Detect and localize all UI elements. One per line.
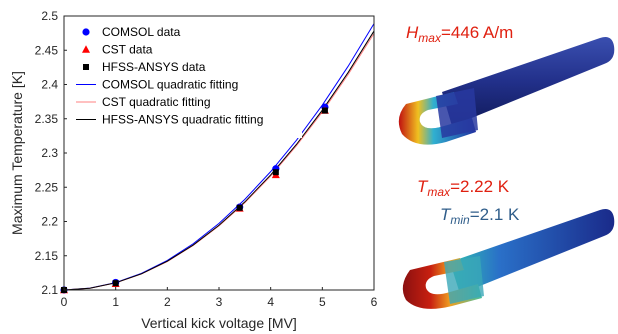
- tube-shape: [450, 209, 615, 294]
- y-tick-label: 2.1: [41, 283, 58, 297]
- tmin-value: =2.1 K: [470, 205, 520, 224]
- x-tick-label: 1: [112, 295, 119, 309]
- data-point: [272, 169, 279, 176]
- legend-entry: COMSOL data: [102, 25, 181, 39]
- legend-box: [70, 20, 302, 138]
- x-tick-label: 5: [319, 295, 326, 309]
- y-tick-label: 2.4: [41, 78, 58, 92]
- temperature-chart: 0 1 2 3 4 5 6 2.1 2.15 2.2 2.25 2.3 2.35 2.4 2.45 2.5 C…: [9, 9, 378, 331]
- y-tick-label: 2.3: [41, 146, 58, 160]
- hmax-symbol: H: [406, 23, 419, 42]
- axis-ticks: 0 1 2 3 4 5 6 2.1 2.15 2.2 2.25 2.3 2.35 2.4 2.45 2.5: [35, 9, 378, 309]
- y-tick-label: 2.35: [35, 112, 59, 126]
- hmax-sub: max: [418, 31, 442, 45]
- legend-entry: COMSOL quadratic fitting: [102, 78, 238, 92]
- legend-swatch: [82, 28, 90, 36]
- tmax-value: =2.22 K: [450, 177, 510, 196]
- x-tick-label: 6: [371, 295, 378, 309]
- x-tick-label: 2: [164, 295, 171, 309]
- legend: COMSOL data CST data HFSS-ANSYS data COMSOL…: [70, 20, 302, 138]
- legend-swatch: [83, 64, 89, 70]
- tmax-symbol: T: [417, 177, 429, 196]
- tube-joint: [436, 88, 478, 138]
- y-tick-label: 2.45: [35, 43, 59, 57]
- legend-entry: HFSS-ANSYS data: [102, 60, 206, 74]
- y-axis-label: Maximum Temperature [K]: [9, 71, 25, 235]
- x-tick-label: 3: [216, 295, 223, 309]
- legend-swatch: [82, 45, 90, 53]
- y-tick-label: 2.2: [41, 215, 58, 229]
- tmin-symbol: T: [440, 205, 452, 224]
- hmax-value: =446 A/m: [441, 23, 513, 42]
- y-tick-label: 2.5: [41, 9, 58, 23]
- tmax-annotation: Tmax=2.22 K: [417, 177, 510, 199]
- temperature-render: [402, 209, 615, 309]
- x-tick-label: 4: [267, 295, 274, 309]
- tube-joint: [444, 256, 484, 304]
- field-renders: Hmax=446 A/m Tmax=2.22 K Tmin=2.1 K: [398, 23, 615, 309]
- data-point: [236, 204, 243, 211]
- legend-entry: HFSS-ANSYS quadratic fitting: [102, 113, 263, 127]
- tube-shape: [442, 37, 615, 126]
- x-axis-label: Vertical kick voltage [MV]: [141, 315, 297, 331]
- y-tick-label: 2.15: [35, 249, 59, 263]
- h-field-render: [398, 37, 615, 145]
- data-point: [112, 280, 119, 287]
- legend-entry: CST data: [102, 43, 153, 57]
- tmax-sub: max: [427, 185, 451, 199]
- tmin-annotation: Tmin=2.1 K: [440, 205, 520, 227]
- legend-entry: CST quadratic fitting: [102, 95, 211, 109]
- y-tick-label: 2.25: [35, 180, 59, 194]
- tmin-sub: min: [450, 213, 470, 227]
- data-point: [321, 107, 328, 114]
- x-tick-label: 0: [61, 295, 68, 309]
- hmax-annotation: Hmax=446 A/m: [406, 23, 513, 45]
